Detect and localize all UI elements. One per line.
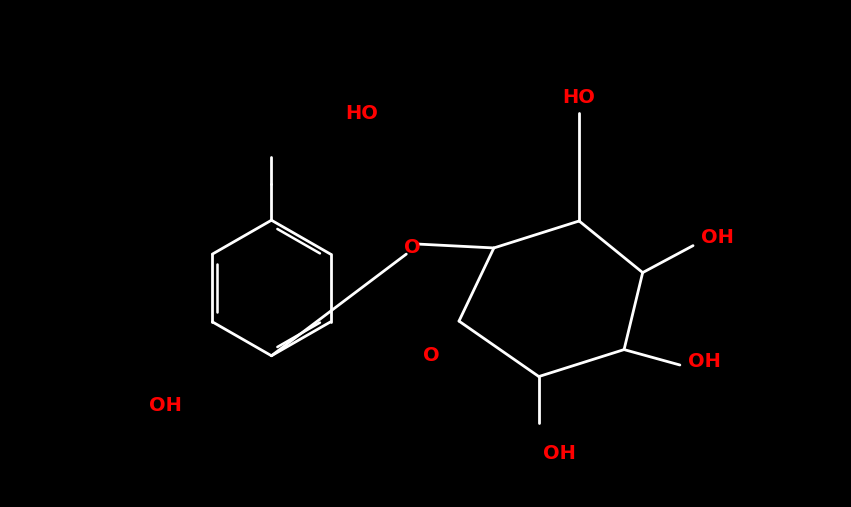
Text: O: O <box>404 238 420 258</box>
Text: HO: HO <box>346 104 379 123</box>
Text: OH: OH <box>688 352 721 371</box>
Text: O: O <box>423 346 439 365</box>
Text: OH: OH <box>701 229 734 247</box>
Text: OH: OH <box>149 396 182 415</box>
Text: HO: HO <box>563 88 596 107</box>
Text: OH: OH <box>543 444 575 463</box>
